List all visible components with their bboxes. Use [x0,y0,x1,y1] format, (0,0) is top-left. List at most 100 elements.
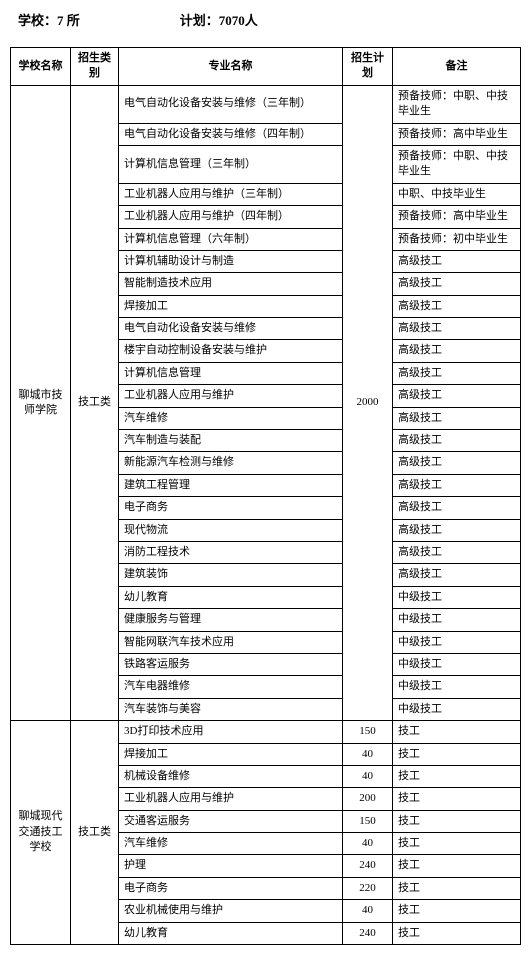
plan-cell: 2000 [343,85,393,720]
remark-cell: 高级技工 [393,519,521,541]
col-plan: 招生计划 [343,48,393,86]
remark-cell: 技工 [393,810,521,832]
table-header-row: 学校名称 招生类别 专业名称 招生计划 备注 [11,48,521,86]
remark-cell: 高级技工 [393,564,521,586]
plan-cell: 150 [343,721,393,743]
remark-cell: 高级技工 [393,340,521,362]
schools-count: 学校：7 所 [18,10,80,29]
remark-cell: 技工 [393,721,521,743]
plan-cell: 40 [343,833,393,855]
remark-cell: 预备技师：高中毕业生 [393,123,521,145]
remark-cell: 中级技工 [393,586,521,608]
major-cell: 焊接加工 [119,295,343,317]
school-name-cell: 聊城市技师学院 [11,85,71,720]
major-cell: 工业机器人应用与维护（三年制） [119,183,343,205]
major-cell: 建筑工程管理 [119,474,343,496]
table-row: 聊城市技师学院技工类电气自动化设备安装与维修（三年制）2000预备技师：中职、中… [11,85,521,123]
remark-cell: 技工 [393,922,521,944]
enrollment-table: 学校名称 招生类别 专业名称 招生计划 备注 聊城市技师学院技工类电气自动化设备… [10,47,521,945]
remark-cell: 高级技工 [393,362,521,384]
remark-cell: 高级技工 [393,273,521,295]
plan-cell: 40 [343,765,393,787]
remark-cell: 高级技工 [393,250,521,272]
remark-cell: 预备技师：初中毕业生 [393,228,521,250]
col-category: 招生类别 [71,48,119,86]
major-cell: 建筑装饰 [119,564,343,586]
page-header: 学校：7 所 计划：7070人 [10,10,521,29]
remark-cell: 技工 [393,900,521,922]
remark-cell: 中级技工 [393,609,521,631]
major-cell: 汽车电器维修 [119,676,343,698]
remark-cell: 预备技师：中职、中技毕业生 [393,85,521,123]
remark-cell: 技工 [393,765,521,787]
major-cell: 机械设备维修 [119,765,343,787]
remark-cell: 技工 [393,855,521,877]
plan-cell: 40 [343,900,393,922]
major-cell: 汽车装饰与美容 [119,698,343,720]
major-cell: 护理 [119,855,343,877]
major-cell: 工业机器人应用与维护（四年制） [119,206,343,228]
remark-cell: 预备技师：中职、中技毕业生 [393,145,521,183]
remark-cell: 技工 [393,877,521,899]
remark-cell: 高级技工 [393,295,521,317]
col-major: 专业名称 [119,48,343,86]
remark-cell: 高级技工 [393,430,521,452]
plan-cell: 150 [343,810,393,832]
major-cell: 智能制造技术应用 [119,273,343,295]
remark-cell: 高级技工 [393,474,521,496]
remark-cell: 高级技工 [393,407,521,429]
remark-cell: 中级技工 [393,653,521,675]
major-cell: 交通客运服务 [119,810,343,832]
major-cell: 智能网联汽车技术应用 [119,631,343,653]
major-cell: 楼宇自动控制设备安装与维护 [119,340,343,362]
major-cell: 计算机信息管理 [119,362,343,384]
remark-cell: 技工 [393,788,521,810]
major-cell: 电子商务 [119,877,343,899]
major-cell: 农业机械使用与维护 [119,900,343,922]
col-remark: 备注 [393,48,521,86]
plan-cell: 220 [343,877,393,899]
major-cell: 幼儿教育 [119,922,343,944]
major-cell: 汽车维修 [119,407,343,429]
remark-cell: 高级技工 [393,385,521,407]
school-name-cell: 聊城现代交通技工学校 [11,721,71,945]
major-cell: 工业机器人应用与维护 [119,385,343,407]
major-cell: 计算机辅助设计与制造 [119,250,343,272]
major-cell: 3D打印技术应用 [119,721,343,743]
major-cell: 汽车制造与装配 [119,430,343,452]
major-cell: 工业机器人应用与维护 [119,788,343,810]
remark-cell: 高级技工 [393,452,521,474]
major-cell: 新能源汽车检测与维修 [119,452,343,474]
plan-cell: 240 [343,922,393,944]
major-cell: 健康服务与管理 [119,609,343,631]
major-cell: 电气自动化设备安装与维修（三年制） [119,85,343,123]
major-cell: 计算机信息管理（六年制） [119,228,343,250]
major-cell: 电气自动化设备安装与维修 [119,318,343,340]
major-cell: 铁路客运服务 [119,653,343,675]
major-cell: 现代物流 [119,519,343,541]
table-row: 聊城现代交通技工学校技工类3D打印技术应用150技工 [11,721,521,743]
plan-count: 计划：7070人 [180,10,258,29]
major-cell: 电子商务 [119,497,343,519]
remark-cell: 技工 [393,833,521,855]
remark-cell: 技工 [393,743,521,765]
col-school: 学校名称 [11,48,71,86]
major-cell: 焊接加工 [119,743,343,765]
major-cell: 消防工程技术 [119,541,343,563]
remark-cell: 中职、中技毕业生 [393,183,521,205]
remark-cell: 预备技师：高中毕业生 [393,206,521,228]
plan-cell: 240 [343,855,393,877]
remark-cell: 高级技工 [393,541,521,563]
major-cell: 幼儿教育 [119,586,343,608]
remark-cell: 中级技工 [393,676,521,698]
plan-cell: 40 [343,743,393,765]
category-cell: 技工类 [71,85,119,720]
remark-cell: 高级技工 [393,497,521,519]
remark-cell: 中级技工 [393,698,521,720]
major-cell: 计算机信息管理（三年制） [119,145,343,183]
major-cell: 汽车维修 [119,833,343,855]
remark-cell: 中级技工 [393,631,521,653]
category-cell: 技工类 [71,721,119,945]
plan-cell: 200 [343,788,393,810]
major-cell: 电气自动化设备安装与维修（四年制） [119,123,343,145]
